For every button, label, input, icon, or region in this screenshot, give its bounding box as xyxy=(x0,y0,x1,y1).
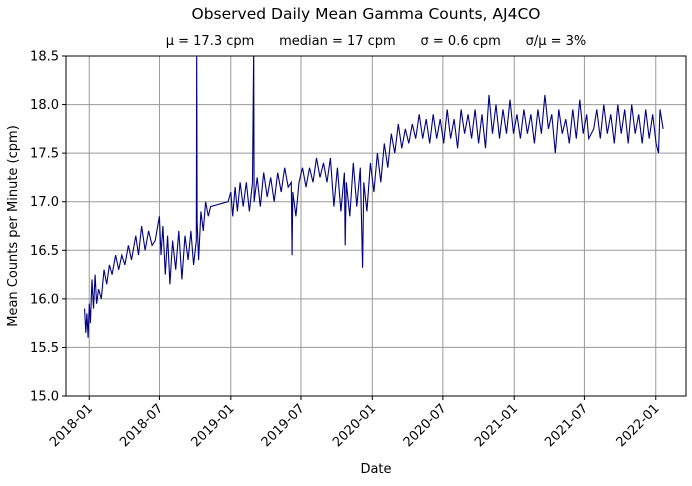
chart-title: Observed Daily Mean Gamma Counts, AJ4CO xyxy=(192,5,541,23)
y-tick-label: 15.0 xyxy=(30,390,59,405)
x-tick-label: 2020-01 xyxy=(330,401,379,450)
grid xyxy=(66,55,686,397)
y-tick-label: 18.5 xyxy=(30,50,59,65)
y-tick-label: 15.5 xyxy=(30,341,59,356)
x-tick-label: 2021-01 xyxy=(472,401,521,450)
y-tick-label: 17.0 xyxy=(30,195,59,210)
y-tick-label: 16.5 xyxy=(30,244,59,259)
x-tick-label: 2018-01 xyxy=(47,401,96,450)
chart-subtitle: μ = 17.3 cpm median = 17 cpm σ = 0.6 cpm… xyxy=(166,34,587,49)
x-tick-label: 2021-07 xyxy=(542,401,591,450)
x-tick-label: 2018-07 xyxy=(117,401,166,450)
x-tick-label: 2019-01 xyxy=(189,401,238,450)
y-tick-label: 17.5 xyxy=(30,147,59,162)
x-axis-label: Date xyxy=(360,462,391,477)
plot-frame xyxy=(65,55,687,397)
x-tick-label: 2022-01 xyxy=(614,401,663,450)
x-tick-label: 2019-07 xyxy=(259,401,308,450)
y-axis-label: Mean Counts per Minute (cpm) xyxy=(6,125,21,327)
y-tick-label: 18.0 xyxy=(30,98,59,113)
y-tick-label: 16.0 xyxy=(30,292,59,307)
x-tick-label: 2020-07 xyxy=(401,401,450,450)
series-line xyxy=(84,56,664,338)
